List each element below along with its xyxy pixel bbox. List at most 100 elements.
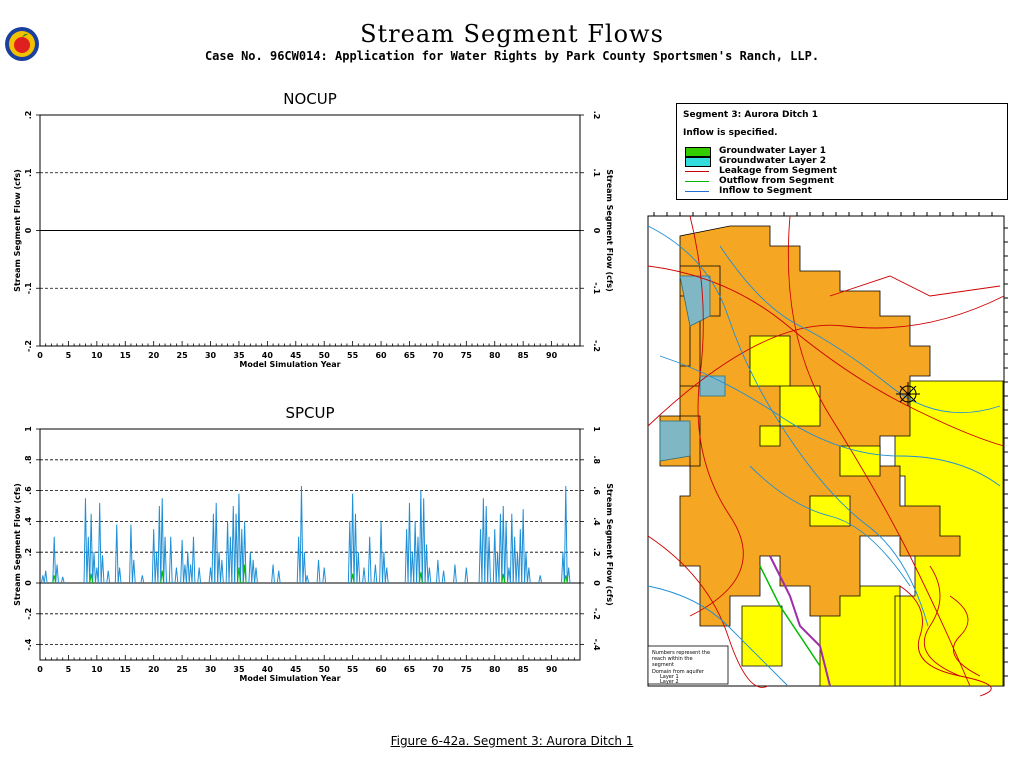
flow-spike (254, 567, 258, 584)
flow-spike (242, 521, 247, 584)
flow-spike (86, 536, 91, 584)
x-tick-label: 65 (404, 351, 416, 360)
flow-spike (566, 567, 571, 584)
map-note-line: Numbers represent the (652, 650, 710, 656)
flow-spike (55, 564, 59, 584)
flow-spike (214, 502, 219, 584)
flow-spike (453, 564, 457, 584)
flow-spike (43, 570, 48, 584)
x-tick-label: 40 (262, 351, 274, 360)
y-tick-label-right: .8 (592, 455, 601, 464)
y-tick-label-left: .2 (24, 111, 33, 120)
flow-spike (487, 536, 491, 584)
legend-line-leakage (685, 171, 709, 172)
x-tick-label: 45 (290, 665, 302, 674)
y-tick-label-left: .2 (24, 548, 33, 557)
flow-spike (131, 559, 136, 584)
flow-spike (296, 536, 301, 584)
y-axis-label-right: Stream Segment Flow (cfs) (605, 169, 614, 292)
flow-spike (427, 567, 432, 584)
x-tick-label: 60 (375, 351, 387, 360)
flow-spike (168, 536, 173, 584)
flow-spike (219, 559, 224, 584)
flow-spike (501, 505, 506, 584)
flow-spike (94, 567, 99, 584)
compass-rose-icon (896, 382, 920, 406)
x-tick-label: 80 (489, 351, 501, 360)
y-tick-label-right: .2 (592, 548, 601, 557)
flow-spike (52, 575, 57, 584)
y-axis-label-left: Stream Segment Flow (cfs) (13, 169, 22, 292)
flow-spike (160, 498, 165, 584)
map-streams (647, 225, 1001, 687)
x-tick-label: 85 (518, 351, 530, 360)
x-tick-label: 5 (66, 351, 72, 360)
flow-spike (353, 513, 358, 584)
flow-spike (217, 552, 221, 584)
flow-spike (495, 552, 500, 584)
flow-spike (97, 502, 102, 584)
plot-frame (39, 428, 581, 661)
flow-spike (83, 498, 88, 584)
flow-spike (242, 564, 247, 584)
flow-spike (114, 524, 119, 584)
x-tick-label: 90 (546, 351, 558, 360)
y-tick-label-right: 0 (592, 228, 601, 234)
map-note-box (647, 645, 729, 685)
flow-spike (239, 529, 244, 584)
flow-spike (418, 490, 423, 584)
flow-spike (89, 573, 94, 584)
flow-spike (384, 567, 389, 584)
legend-inflow-note: Inflow is specified. (683, 128, 778, 138)
flow-spike (416, 536, 420, 584)
y-tick-label-right: .2 (592, 111, 601, 120)
flow-spike (208, 567, 213, 584)
flow-spike (498, 513, 503, 584)
flow-spike (424, 544, 429, 584)
y-tick-label-left: 0 (24, 227, 33, 233)
map-note-line: segment (652, 662, 674, 668)
y-tick-label-right: -.4 (592, 639, 601, 651)
map-note-line: Layer 1 (660, 674, 679, 680)
x-axis-label: Model Simulation Year (239, 674, 340, 683)
flow-spike (504, 521, 509, 584)
x-tick-label: 0 (37, 351, 43, 360)
y-tick-label-left: .8 (24, 455, 33, 464)
legend-swatch-layer-2 (685, 157, 711, 167)
flow-spike (563, 485, 568, 584)
flow-spike (92, 552, 96, 584)
flow-spike (316, 559, 321, 584)
flow-spike (464, 567, 469, 584)
y-tick-label-right: -.1 (592, 282, 601, 294)
series-0 (40, 485, 571, 584)
flow-spike (509, 513, 514, 584)
chart-title: NOCUP (283, 90, 337, 108)
flow-spike (129, 524, 133, 584)
figure-caption-text: Figure 6-42a. Segment 3: Aurora Ditch 1 (390, 734, 634, 748)
x-tick-label: 10 (91, 351, 103, 360)
x-tick-label: 70 (432, 665, 444, 674)
x-tick-label: 25 (177, 351, 189, 360)
y-tick-label-right: 0 (592, 580, 601, 586)
y-tick-label-left: -.2 (24, 340, 33, 352)
map-note-line: Domain from aquifer (652, 669, 705, 675)
flow-spike (356, 552, 361, 584)
y-tick-label-left: -.4 (24, 638, 33, 650)
chart-nocup: NOCUP 0 5 10 15 20 25 30 35 40 45 50 55 60 65 70 75 80 85 9… (13, 90, 614, 369)
x-tick-label: 0 (37, 665, 43, 674)
county-seal-logo (5, 27, 39, 61)
flow-spike (197, 567, 202, 584)
flow-spike (237, 567, 241, 584)
y-tick-label-left: 0 (24, 580, 33, 586)
flow-spike (185, 552, 190, 584)
flow-spike (228, 536, 233, 584)
segment-location-map: Numbers represent the reach within the s… (647, 212, 1008, 697)
y-tick-label-left: -.1 (24, 282, 33, 294)
flow-spike (492, 529, 497, 584)
flow-spike (538, 575, 543, 584)
y-tick-label-right: -.2 (592, 340, 601, 352)
x-axis-label: Model Simulation Year (239, 360, 340, 369)
y-axis-label-left: Stream Segment Flow (cfs) (13, 483, 22, 606)
y-tick-label-right: .4 (592, 517, 601, 526)
